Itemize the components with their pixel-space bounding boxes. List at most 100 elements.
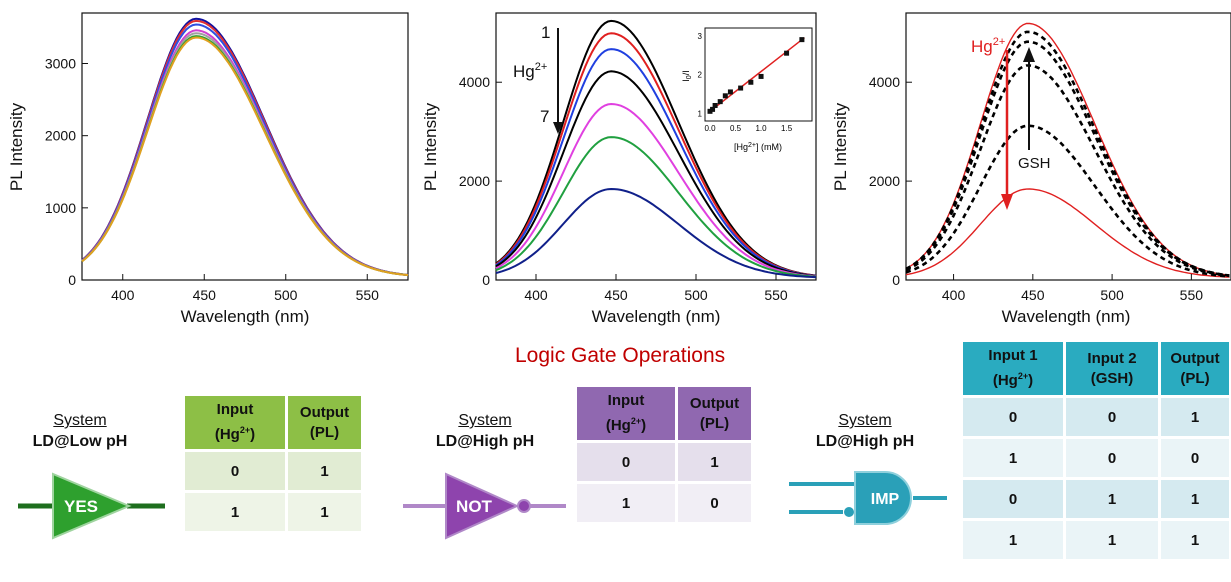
chart-3-ylabel: PL Intensity xyxy=(831,102,850,191)
x-tick-label: 400 xyxy=(942,287,966,303)
x-tick-label: 550 xyxy=(1180,287,1204,303)
inset-point xyxy=(748,79,754,85)
chart-2-series-line xyxy=(495,136,817,278)
inset-point xyxy=(799,37,805,43)
table-cell: 1 xyxy=(1063,480,1158,518)
not-gate: NOT xyxy=(403,472,566,540)
chart-3-series-line xyxy=(905,188,1230,278)
inset-point xyxy=(707,108,713,114)
table-cell: 0 xyxy=(675,484,751,522)
table-right-header-input-2: Input 2 (GSH) xyxy=(1063,342,1158,395)
table-row: 0 0 1 xyxy=(963,398,1229,436)
chart-2-x-ticks: 400 450 500 550 xyxy=(524,274,788,303)
system-right-title: System xyxy=(838,412,892,429)
x-tick-label: 450 xyxy=(604,287,628,303)
chart-3-series-line xyxy=(905,40,1230,277)
truth-table-left: Input (Hg2+) Output (PL) 0 1 1 1 xyxy=(185,393,361,534)
x-tick-label: 400 xyxy=(524,287,548,303)
system-right: System LD@High pH xyxy=(800,412,930,451)
table-cell: 0 xyxy=(963,480,1063,518)
chart-1-series-line xyxy=(81,17,409,276)
table-middle-header-output: Output (PL) xyxy=(675,387,751,440)
truth-table-middle: Input (Hg2+) Output (PL) 0 1 1 0 xyxy=(577,384,751,525)
chart-2-label-analyte: Hg2+ xyxy=(513,61,547,81)
imp-gate-input-bubble xyxy=(844,507,854,517)
table-row: 0 1 xyxy=(185,452,361,490)
truth-table-right: Input 1 (Hg2+) Input 2 (GSH) Output (PL) 0 … xyxy=(963,339,1229,562)
logic-title: Logic Gate Operations xyxy=(515,344,726,367)
y-tick-label: 3000 xyxy=(45,56,76,72)
table-row: 0 1 1 xyxy=(963,480,1229,518)
chart-1-ylabel: PL Intensity xyxy=(7,102,26,191)
table-cell: 1 xyxy=(1158,398,1229,436)
inset-point xyxy=(710,106,716,112)
chart-2-ylabel: PL Intensity xyxy=(421,102,440,191)
chart-1: 400 450 500 550 0 1000 2000 3000 Wavelength (n… xyxy=(7,12,409,326)
chart-2-label-end: 7 xyxy=(540,107,549,126)
chart-3-x-ticks: 400 450 500 550 xyxy=(942,274,1203,303)
chart-1-series-group xyxy=(81,17,409,277)
chart-1-series-line xyxy=(81,19,409,276)
inset-point xyxy=(758,73,764,79)
y-tick-label: 0 xyxy=(68,272,76,288)
yes-gate-body xyxy=(52,472,132,540)
chart-3-series-line xyxy=(905,64,1230,278)
chart-2-xlabel: Wavelength (nm) xyxy=(592,307,721,326)
table-cell: 1 xyxy=(675,443,751,481)
inset-xlabel: [Hg2+] (mM) xyxy=(734,142,782,152)
chart-1-series-line xyxy=(81,35,409,277)
table-cell: 1 xyxy=(185,493,285,531)
chart-1-x-ticks: 400 450 500 550 xyxy=(111,274,379,303)
table-cell: 0 xyxy=(963,398,1063,436)
system-middle-title: System xyxy=(458,412,512,429)
table-left-header-output: Output (PL) xyxy=(285,396,361,449)
inset-point xyxy=(722,93,728,99)
table-right-header-input-1: Input 1 (Hg2+) xyxy=(963,342,1063,395)
table-cell: 1 xyxy=(1063,521,1158,559)
not-gate-bubble xyxy=(517,499,531,513)
system-right-name: LD@High pH xyxy=(815,433,915,450)
not-gate-body xyxy=(445,472,520,540)
inset-ylabel: I0/I xyxy=(681,70,693,81)
inset-point xyxy=(727,89,733,95)
table-cell: 1 xyxy=(963,521,1063,559)
inset-point xyxy=(712,103,718,108)
table-middle-header-input: Input (Hg2+) xyxy=(577,387,675,440)
inset-frame xyxy=(704,27,813,122)
table-cell: 0 xyxy=(185,452,285,490)
system-middle: System LD@High pH xyxy=(420,412,550,451)
chart-2-series-line xyxy=(495,32,817,277)
chart-2-series-line xyxy=(495,187,817,279)
table-cell: 0 xyxy=(1063,398,1158,436)
inset-x-tick-label: 1.5 xyxy=(781,124,793,133)
inset-fit-line xyxy=(709,37,805,112)
chart-2-series-line xyxy=(495,102,817,278)
x-tick-label: 500 xyxy=(274,287,298,303)
chart-1-series-line xyxy=(81,23,409,276)
inset-y-tick-label: 3 xyxy=(698,32,703,41)
chart-3-y-ticks: 0 2000 4000 xyxy=(869,74,912,288)
chart-3-series-group xyxy=(905,22,1230,278)
chart-1-series-line xyxy=(81,36,409,277)
chart-1-series-line xyxy=(81,32,409,277)
chart-3-series-line xyxy=(905,30,1230,277)
table-cell: 0 xyxy=(1063,439,1158,477)
chart-2-inset: 0.0 0.5 1.0 1.5 1 2 3 [Hg2+] (mM) I0/I xyxy=(681,27,813,152)
inset-x-tick-label: 1.0 xyxy=(755,124,767,133)
y-tick-label: 1000 xyxy=(45,200,76,216)
system-left-name: LD@Low pH xyxy=(32,433,128,450)
chart-2-frame xyxy=(495,12,817,281)
y-tick-label: 0 xyxy=(482,272,490,288)
inset-y-tick-label: 1 xyxy=(698,109,703,118)
imp-gate-body xyxy=(854,471,912,525)
chart-1-series-line xyxy=(81,29,409,277)
x-tick-label: 450 xyxy=(1021,287,1045,303)
y-tick-label: 4000 xyxy=(869,74,900,90)
table-cell: 0 xyxy=(1158,439,1229,477)
yes-gate-label: YES xyxy=(64,497,98,516)
x-tick-label: 550 xyxy=(764,287,788,303)
y-tick-label: 2000 xyxy=(869,173,900,189)
system-left: System LD@Low pH xyxy=(20,412,140,451)
chart-2: 400 450 500 550 0 2000 4000 Wavelength (nm) P… xyxy=(421,12,817,326)
chart-1-xlabel: Wavelength (nm) xyxy=(181,307,310,326)
